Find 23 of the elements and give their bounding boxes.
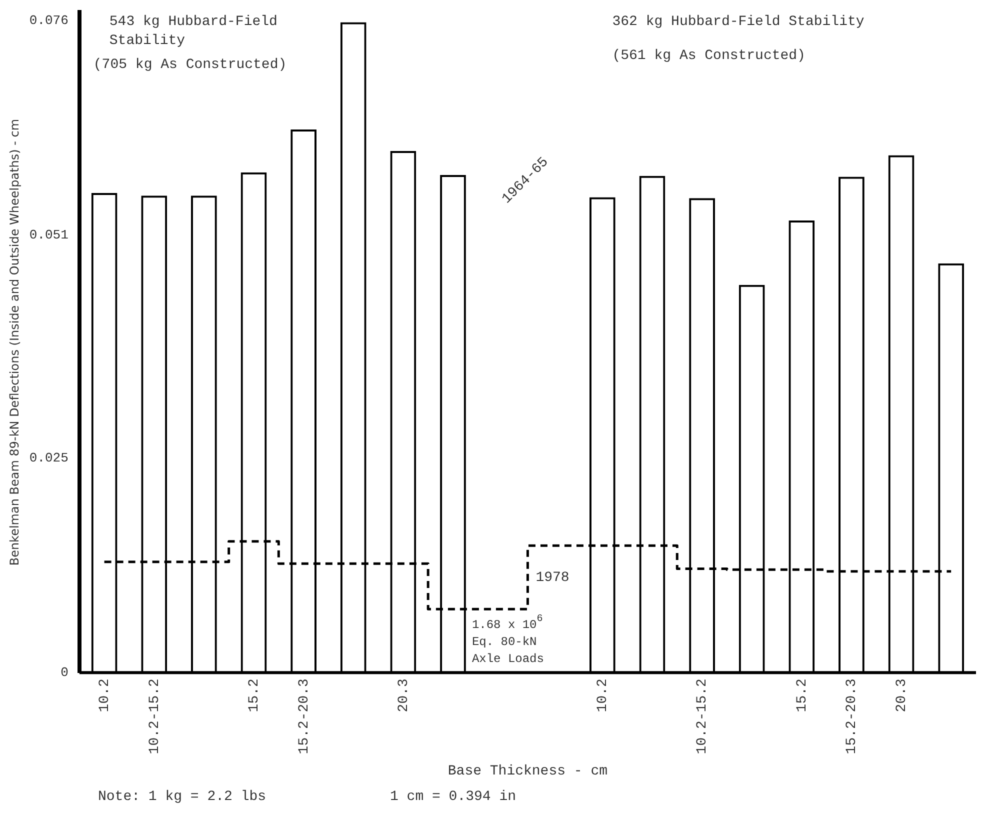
y-axis-title: Benkelman Beam 89-kN Deflections (Inside and Outside Wheelpaths) - cm [7,118,22,566]
x-tick-label: 10.2-15.2 [146,678,163,754]
x-tick-label: 10.2-15.2 [694,678,711,754]
y-tick-label: 0.025 [29,450,68,466]
y-tick-label: 0 [60,665,68,680]
annotation: 362 kg Hubbard-Field Stability [612,14,864,30]
x-tick-label: 15.2-20.3 [844,678,860,754]
annotation: (561 kg As Constructed) [612,48,806,64]
series-label: 1978 [536,570,570,586]
x-axis-title: Base Thickness - cm [448,763,608,780]
x-tick-label: 10.2 [595,678,612,712]
text: 1 cm = 0.394 in [390,789,516,805]
x-tick-label: 20.3 [396,678,412,712]
y-tick-label: 0.051 [29,227,69,242]
x-tick-label: 15.2 [794,678,810,712]
text: Note: 1 kg = 2.2 lbs [98,789,266,805]
annotation: (705 kg As Constructed) [93,56,287,73]
annotation: 543 kg Hubbard-Field Stability [109,14,278,49]
x-tick-label: 20.3 [894,678,910,712]
x-tick-label: 15.2 [246,678,262,712]
x-tick-label: 15.2-20.3 [296,678,312,754]
y-tick-label: 0.076 [29,13,68,28]
x-tick-label: 10.2 [97,678,114,712]
